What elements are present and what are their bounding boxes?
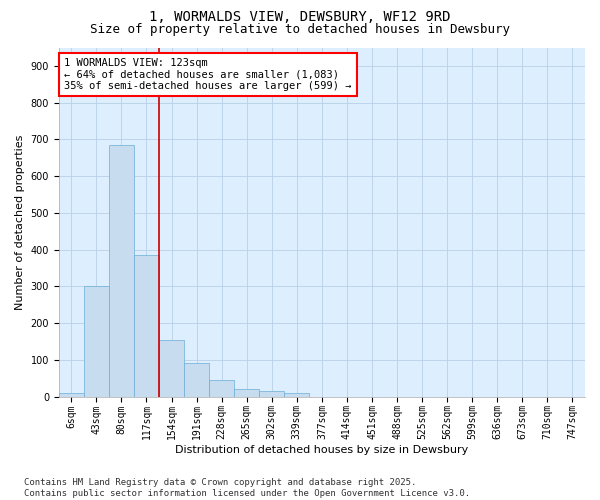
Y-axis label: Number of detached properties: Number of detached properties xyxy=(15,134,25,310)
Bar xyxy=(84,286,109,397)
Bar xyxy=(209,380,234,396)
Bar xyxy=(234,389,259,396)
Bar xyxy=(259,391,284,396)
Bar xyxy=(59,393,84,396)
Text: Contains HM Land Registry data © Crown copyright and database right 2025.
Contai: Contains HM Land Registry data © Crown c… xyxy=(24,478,470,498)
Bar xyxy=(284,393,310,396)
Bar xyxy=(159,340,184,396)
Bar xyxy=(109,145,134,397)
Text: Size of property relative to detached houses in Dewsbury: Size of property relative to detached ho… xyxy=(90,22,510,36)
X-axis label: Distribution of detached houses by size in Dewsbury: Distribution of detached houses by size … xyxy=(175,445,469,455)
Text: 1, WORMALDS VIEW, DEWSBURY, WF12 9RD: 1, WORMALDS VIEW, DEWSBURY, WF12 9RD xyxy=(149,10,451,24)
Bar xyxy=(184,364,209,396)
Bar xyxy=(134,255,159,396)
Text: 1 WORMALDS VIEW: 123sqm
← 64% of detached houses are smaller (1,083)
35% of semi: 1 WORMALDS VIEW: 123sqm ← 64% of detache… xyxy=(64,58,352,91)
